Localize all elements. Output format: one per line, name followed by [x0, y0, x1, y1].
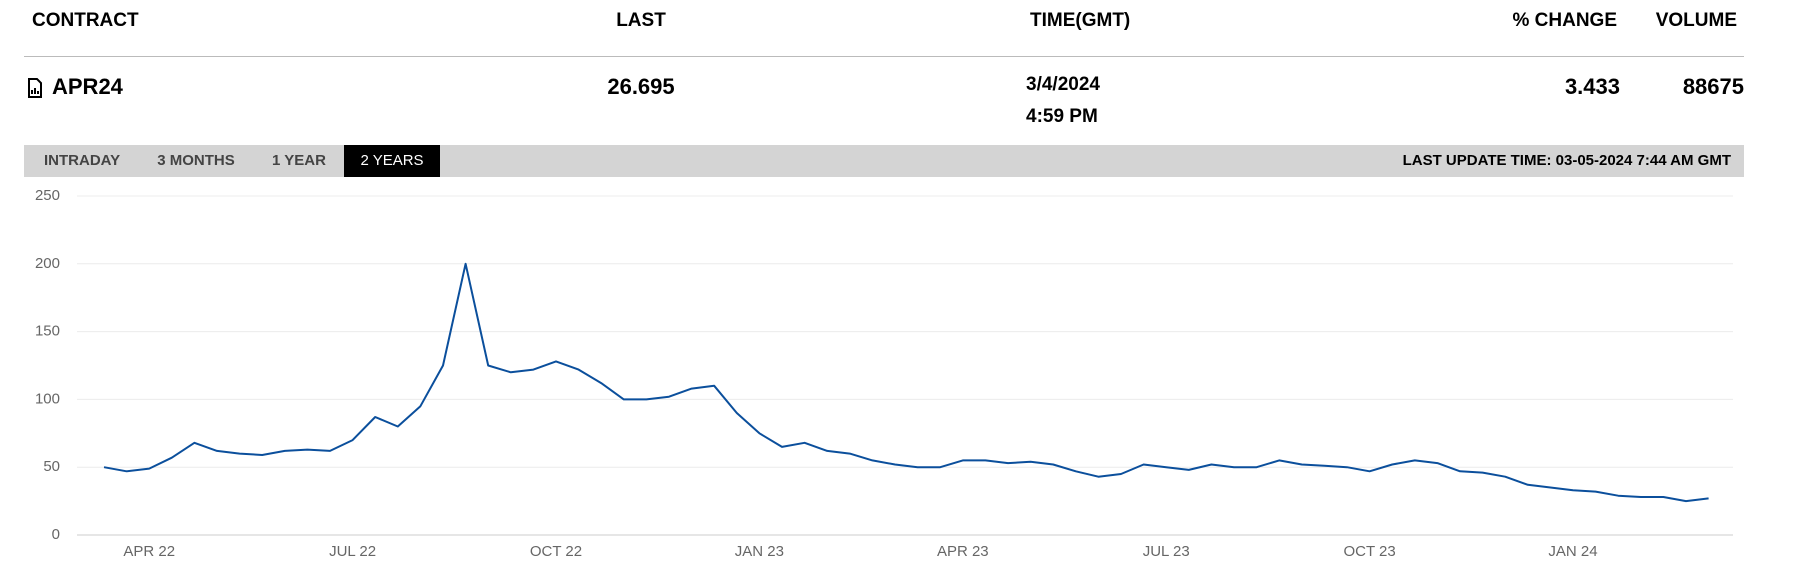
change: 3.433 — [1564, 74, 1620, 99]
x-tick-label: JAN 24 — [1548, 543, 1597, 560]
range-tab[interactable]: 2 YEARS — [344, 145, 440, 177]
col-header: CONTRACT — [32, 10, 139, 31]
chart-icon[interactable] — [27, 78, 43, 98]
tab-bar — [24, 145, 1744, 177]
contract[interactable]: APR24 — [52, 74, 123, 99]
y-tick-label: 0 — [52, 526, 60, 543]
y-tick-label: 250 — [35, 187, 60, 204]
price-line — [103, 262, 1709, 503]
x-tick-label: APR 23 — [937, 543, 989, 560]
x-tick-label: OCT 22 — [530, 543, 582, 560]
time-date: 3/4/2024 — [1026, 74, 1100, 95]
range-tab[interactable]: INTRADAY — [44, 152, 121, 169]
x-tick-label: OCT 23 — [1343, 543, 1395, 560]
range-tab[interactable]: 1 YEAR — [272, 152, 326, 169]
divider — [24, 56, 1744, 57]
y-tick-label: 200 — [35, 255, 60, 272]
last-update: LAST UPDATE TIME: 03-05-2024 7:44 AM GMT — [1402, 152, 1731, 169]
x-tick-label: JUL 22 — [329, 543, 376, 560]
time-hour: 4:59 PM — [1026, 106, 1098, 127]
y-tick-label: 50 — [43, 458, 60, 475]
volume: 88675 — [1682, 74, 1744, 99]
col-header: LAST — [616, 10, 666, 31]
y-tick-label: 100 — [35, 390, 60, 407]
x-tick-label: JAN 23 — [735, 543, 784, 560]
range-tab[interactable]: 3 MONTHS — [157, 152, 235, 169]
col-header: TIME(GMT) — [1030, 10, 1131, 31]
col-header: VOLUME — [1655, 10, 1737, 31]
last: 26.695 — [607, 74, 675, 99]
col-header: % CHANGE — [1512, 10, 1617, 31]
x-tick-label: APR 22 — [123, 543, 175, 560]
x-tick-label: JUL 23 — [1143, 543, 1190, 560]
y-tick-label: 150 — [35, 323, 60, 340]
